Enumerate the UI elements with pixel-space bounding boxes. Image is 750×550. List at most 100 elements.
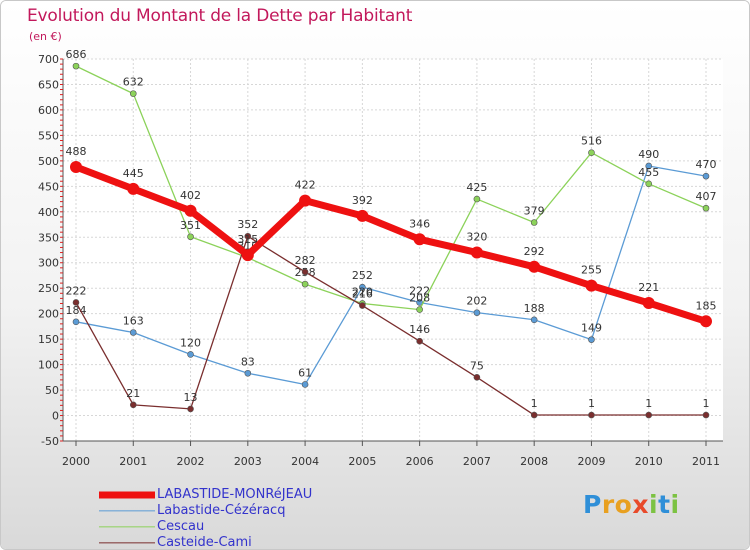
data-point xyxy=(301,280,309,288)
data-label: 222 xyxy=(66,284,87,297)
data-label: 208 xyxy=(409,292,430,305)
x-tick-label: 2011 xyxy=(692,455,720,468)
data-point xyxy=(241,249,254,262)
data-point xyxy=(642,296,655,309)
x-tick-label: 2009 xyxy=(577,455,605,468)
plot-area xyxy=(63,59,723,441)
data-point xyxy=(187,351,194,358)
logo-letter: r xyxy=(601,490,615,519)
logo-letter: x xyxy=(632,490,649,519)
data-label: 146 xyxy=(409,323,430,336)
series-line xyxy=(75,65,707,311)
data-label: 1 xyxy=(588,397,595,410)
x-tick-label: 2007 xyxy=(463,455,491,468)
legend-label: Labastide-Cézéracq xyxy=(157,503,286,518)
data-point xyxy=(588,336,595,343)
y-tick-label: 150 xyxy=(38,333,59,346)
legend-label: LABASTIDE-MONRéJEAU xyxy=(157,487,313,502)
y-tick-label: 400 xyxy=(38,206,59,219)
data-point xyxy=(127,182,140,195)
legend-swatch xyxy=(99,487,155,503)
data-point xyxy=(129,329,137,336)
y-tick-label: 250 xyxy=(38,282,59,295)
data-point xyxy=(184,204,197,217)
data-label: 488 xyxy=(66,145,87,158)
data-point xyxy=(645,411,653,419)
data-point xyxy=(530,411,538,419)
data-label: 422 xyxy=(295,179,316,192)
data-label: 21 xyxy=(126,387,140,400)
data-label: 202 xyxy=(466,295,487,308)
data-point xyxy=(356,209,369,222)
data-label: 282 xyxy=(295,254,316,267)
data-label: 221 xyxy=(638,281,659,294)
data-point xyxy=(416,337,423,345)
data-point xyxy=(530,316,538,324)
data-point xyxy=(473,374,481,381)
data-point xyxy=(645,162,653,170)
data-point xyxy=(70,160,82,173)
data-label: 185 xyxy=(696,299,717,312)
series-line xyxy=(75,235,707,416)
data-point xyxy=(530,219,538,226)
data-point xyxy=(72,318,80,326)
data-point xyxy=(645,180,653,188)
data-label: 351 xyxy=(180,219,201,232)
data-label: 379 xyxy=(524,204,545,217)
legend-label: Cescau xyxy=(157,519,205,534)
data-point xyxy=(244,369,252,377)
data-point xyxy=(301,268,309,276)
y-tick-label: 100 xyxy=(38,359,59,372)
y-axis-unit: (en €) xyxy=(29,30,62,43)
data-point xyxy=(416,306,423,313)
y-tick-label: 500 xyxy=(38,155,59,168)
chart-title: Evolution du Montant de la Dette par Hab… xyxy=(27,6,413,26)
x-tick-label: 2004 xyxy=(291,455,319,468)
logo-letter: t xyxy=(658,490,671,519)
logo-letter: P xyxy=(583,490,602,519)
data-point xyxy=(473,195,481,203)
y-tick-label: 50 xyxy=(45,384,59,397)
data-label: 61 xyxy=(298,366,312,379)
data-point xyxy=(585,279,598,292)
y-tick-label: 700 xyxy=(38,53,59,66)
data-point xyxy=(187,233,194,241)
data-point xyxy=(700,315,712,328)
logo-letter: o xyxy=(614,490,633,519)
data-label: 75 xyxy=(470,359,484,372)
data-label: 402 xyxy=(180,189,201,202)
data-point xyxy=(588,149,595,157)
data-label: 632 xyxy=(123,76,144,89)
proxiti-logo: Proxiti xyxy=(583,490,680,519)
data-point xyxy=(72,62,80,70)
data-label: 352 xyxy=(237,218,258,231)
y-tick-label: 600 xyxy=(38,104,59,117)
data-point xyxy=(187,405,194,413)
x-tick-label: 2001 xyxy=(119,455,147,468)
data-label: 516 xyxy=(581,135,602,148)
data-label: 445 xyxy=(123,167,144,180)
x-tick-label: 2005 xyxy=(348,455,376,468)
data-point xyxy=(470,246,483,259)
x-tick-label: 2002 xyxy=(177,455,205,468)
data-point xyxy=(413,233,426,246)
x-tick-label: 2006 xyxy=(406,455,434,468)
data-label: 490 xyxy=(638,148,659,161)
data-label: 292 xyxy=(524,245,545,258)
data-point xyxy=(129,90,137,97)
data-point xyxy=(244,232,252,240)
data-point xyxy=(702,204,710,212)
data-point xyxy=(359,302,366,309)
data-label: 470 xyxy=(696,158,717,171)
data-point xyxy=(299,194,312,207)
data-point xyxy=(359,283,366,291)
data-label: 455 xyxy=(638,166,659,179)
legend-swatch xyxy=(99,519,155,535)
data-label: 392 xyxy=(352,194,373,207)
data-label: 407 xyxy=(696,190,717,203)
logo-letter: i xyxy=(670,490,680,519)
data-label: 425 xyxy=(466,181,487,194)
data-point xyxy=(301,381,309,388)
